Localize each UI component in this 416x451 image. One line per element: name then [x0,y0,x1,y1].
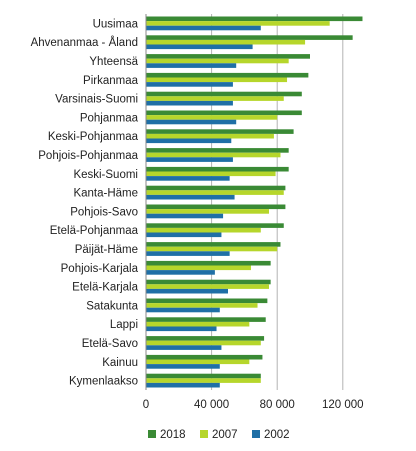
category-label: Keski-Pohjanmaa [48,131,139,143]
bar-2007-17 [146,340,261,346]
bar-2002-3 [146,82,233,87]
bar-2007-14 [146,284,269,289]
gridlines [211,14,344,390]
bar-2018-5 [146,110,302,116]
category-label: Lappi [110,319,138,331]
legend-swatch-2018 [148,430,156,438]
bar-2002-6 [146,138,232,144]
legend-label-2018: 2018 [160,429,186,441]
x-tick-label: 80 000 [260,399,295,411]
category-label: Pohjois-Savo [70,206,138,218]
bar-2002-17 [146,345,222,350]
x-tick-label: 120 000 [322,399,364,411]
category-label: Keski-Suomi [73,169,138,181]
bar-2018-11 [146,223,284,228]
bar-2007-2 [146,58,289,64]
bar-2002-8 [146,176,230,181]
category-label: Satakunta [86,300,138,312]
category-labels: Uusimaa Ahvenanmaa - Åland Yhteensä Pirkanm… [31,18,139,387]
bar-2018-6 [146,129,294,134]
bar-2002-18 [146,364,220,369]
x-axis-tick-labels: 0 40 000 80 000 120 000 [143,399,364,411]
category-label: Ahvenanmaa - Åland [31,36,138,49]
category-label: Pohjois-Pohjanmaa [38,150,138,162]
legend-label-2007: 2007 [212,429,238,441]
bar-2018-0 [146,16,363,22]
bar-2007-11 [146,227,261,233]
bar-2007-0 [146,21,330,26]
bar-2002-2 [146,63,237,68]
bar-2002-12 [146,251,230,256]
bar-2007-3 [146,77,288,83]
category-label: Etelä-Pohjanmaa [50,225,139,237]
bar-2018-13 [146,260,271,266]
bar-2018-14 [146,279,271,285]
bar-2018-18 [146,354,263,360]
bar-2018-15 [146,298,268,304]
bar-2007-13 [146,265,251,271]
bar-2007-5 [146,115,278,120]
legend-swatch-2007 [200,430,208,438]
bar-2002-16 [146,326,217,332]
category-label: Kainuu [102,357,138,369]
bar-2018-12 [146,242,281,247]
bar-2018-4 [146,91,302,97]
bar-2002-7 [146,157,233,162]
bar-2007-18 [146,359,250,365]
category-label: Etelä-Savo [82,338,138,350]
x-tick-label: 0 [143,399,149,411]
bar-2002-15 [146,307,220,313]
bar-2002-10 [146,213,224,219]
bar-2002-13 [146,270,215,275]
bar-2007-19 [146,378,261,383]
bar-2007-4 [146,96,284,101]
category-label: Varsinais-Suomi [55,94,138,106]
bar-2018-1 [146,35,353,40]
bar-2018-3 [146,72,309,78]
legend-swatch-2002 [252,430,260,438]
category-label: Päijät-Häme [75,244,138,256]
x-tick-label: 40 000 [194,399,229,411]
bar-2018-19 [146,373,261,379]
legend: 2018 2007 2002 [148,429,290,441]
category-label: Pohjois-Karjala [61,263,139,275]
bar-2002-11 [146,232,222,238]
legend-label-2002: 2002 [264,429,290,441]
bar-2018-10 [146,204,286,210]
bar-2002-9 [146,194,235,200]
bar-2007-1 [146,39,306,45]
bar-2018-2 [146,54,310,59]
bar-2002-19 [146,382,220,388]
bar-2002-0 [146,25,261,31]
bar-2007-12 [146,246,278,252]
bar-2007-10 [146,209,269,214]
bar-2007-15 [146,303,258,308]
bar-2007-7 [146,152,281,158]
bar-2018-7 [146,148,289,153]
bar-2002-14 [146,288,228,294]
category-label: Pohjanmaa [80,112,139,124]
bars [146,16,363,388]
bar-2002-1 [146,44,253,50]
bar-2018-8 [146,166,289,172]
bar-2018-9 [146,185,286,191]
category-label: Kanta-Häme [73,188,138,200]
category-label: Uusimaa [93,18,139,30]
bar-2007-9 [146,190,284,195]
category-label: Etelä-Karjala [72,282,138,294]
bar-2007-6 [146,133,274,139]
category-label: Kymenlaakso [69,376,138,388]
bar-2002-5 [146,119,237,125]
bar-2007-8 [146,171,276,177]
bar-2018-17 [146,336,265,341]
bar-2018-16 [146,317,266,322]
category-label: Pirkanmaa [83,75,139,87]
category-label: Yhteensä [89,56,138,68]
bar-2007-16 [146,321,250,327]
bar-2002-4 [146,100,233,106]
